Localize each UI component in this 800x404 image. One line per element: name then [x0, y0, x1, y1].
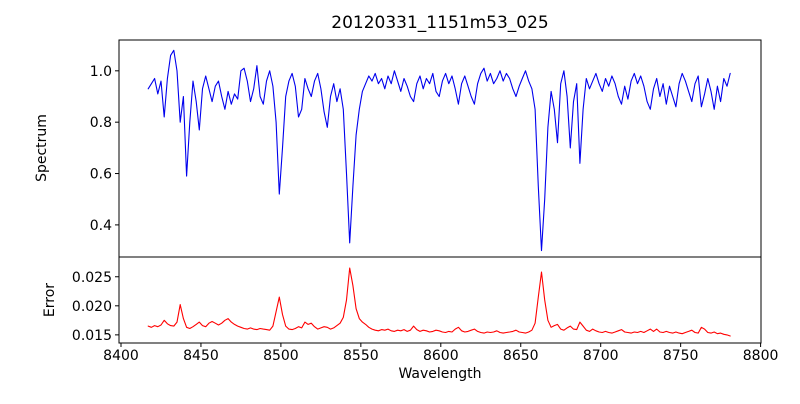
x-tick-label: 8800	[743, 348, 779, 364]
error-y-axis-label: Error	[42, 283, 58, 317]
x-tick-label: 8750	[663, 348, 699, 364]
x-tick-label: 8550	[343, 348, 379, 364]
error-y-tick-label: 0.020	[72, 299, 112, 315]
error-y-tick-label: 0.025	[72, 270, 112, 286]
plot-title: 20120331_1151m53_025	[331, 13, 548, 33]
spectrum-y-tick-label: 0.6	[90, 167, 112, 183]
error-axes-frame	[118, 256, 762, 344]
spectrum-y-tick-label: 1.0	[90, 64, 112, 80]
x-tick-label: 8400	[103, 348, 139, 364]
spectrum-y-tick-label: 0.8	[90, 115, 112, 131]
x-tick-label: 8650	[503, 348, 539, 364]
x-axis-label: Wavelength	[398, 366, 481, 382]
x-tick-label: 8450	[183, 348, 219, 364]
error-y-tick-label: 0.015	[72, 328, 112, 344]
plot-layer: 1.0 0.8 0.6 0.4 0.025 0.020 0.015 8400 8450 8500 8…	[72, 39, 779, 364]
spectrum-y-axis-label: Spectrum	[34, 114, 50, 182]
spectrum-y-tick-label: 0.4	[90, 218, 112, 234]
spectrum-axes-frame	[118, 39, 762, 258]
x-tick-label: 8500	[263, 348, 299, 364]
x-tick-label: 8600	[423, 348, 459, 364]
error-line	[147, 267, 731, 337]
spectrum-line	[147, 49, 731, 252]
x-tick-label: 8700	[583, 348, 619, 364]
